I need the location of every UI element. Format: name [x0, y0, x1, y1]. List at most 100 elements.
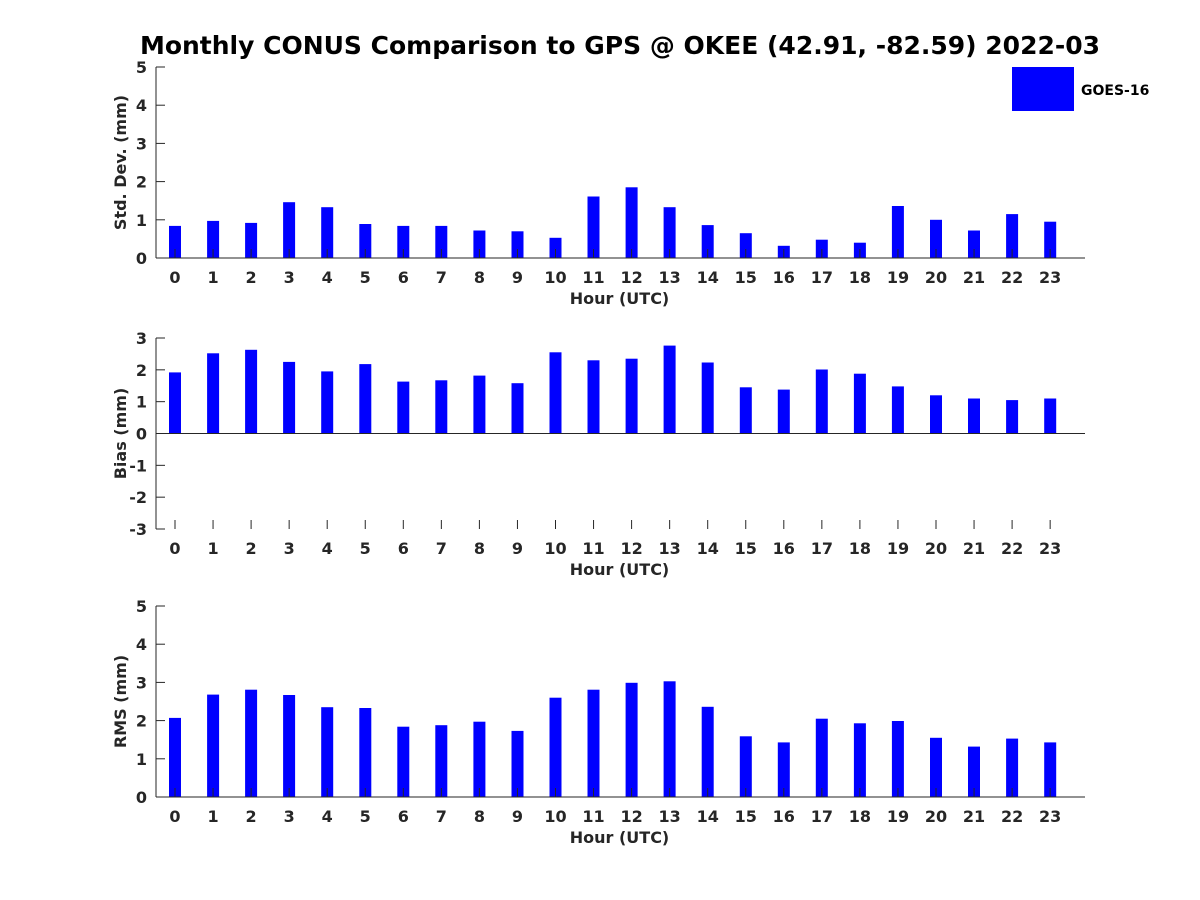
bias-x-tick-label: 21: [963, 539, 985, 558]
std-dev-x-tick-label: 8: [474, 268, 485, 287]
rms-bar: [435, 725, 448, 797]
std-dev-x-tick-label: 22: [1001, 268, 1023, 287]
bias-bar: [321, 371, 334, 434]
std-dev-bar: [283, 202, 296, 258]
rms-x-tick-label: 21: [963, 807, 985, 826]
std-dev-bar: [930, 219, 942, 258]
bias-x-tick-label: 16: [773, 539, 795, 558]
bias-y-tick-label: 3: [136, 329, 147, 348]
bias-bar: [397, 381, 410, 434]
rms-x-tick-label: 1: [207, 807, 218, 826]
std-dev-y-tick-label: 5: [136, 58, 147, 77]
rms-y-axis-label: RMS (mm): [111, 655, 130, 748]
bias-x-tick-label: 0: [169, 539, 180, 558]
bias-y-tick-label: -3: [129, 520, 147, 539]
std-dev-bar: [587, 196, 600, 258]
bias-bar: [968, 398, 980, 434]
std-dev-x-tick-label: 19: [887, 268, 909, 287]
rms-bar: [663, 681, 676, 797]
rms-bar: [473, 721, 486, 797]
bias-bar: [815, 369, 828, 434]
rms-bar: [283, 695, 296, 797]
rms-bar: [853, 723, 866, 797]
std-dev-x-tick-label: 13: [659, 268, 681, 287]
std-dev-x-tick-label: 4: [322, 268, 333, 287]
bias-y-tick-label: 1: [136, 393, 147, 412]
rms-y-tick-label: 2: [136, 712, 147, 731]
rms-bar: [359, 708, 372, 797]
std-dev-bar: [435, 225, 448, 258]
std-dev-x-tick-label: 7: [436, 268, 447, 287]
bias-x-tick-label: 4: [322, 539, 333, 558]
rms-x-tick-label: 4: [322, 807, 333, 826]
bias-bar: [549, 352, 562, 434]
rms-x-tick-label: 6: [398, 807, 409, 826]
std-dev-bar: [321, 207, 334, 258]
std-dev-y-tick-label: 0: [136, 249, 147, 268]
rms-x-tick-label: 18: [849, 807, 871, 826]
rms-bar: [1044, 742, 1057, 797]
bias-x-tick-label: 17: [811, 539, 833, 558]
bias-bar: [663, 345, 676, 434]
bias-x-tick-label: 23: [1039, 539, 1061, 558]
legend-label: GOES-16: [1081, 83, 1149, 99]
bias-bar: [1044, 398, 1057, 434]
rms-x-axis-label: Hour (UTC): [570, 828, 670, 847]
bias-x-tick-label: 2: [246, 539, 257, 558]
std-dev-x-axis-label: Hour (UTC): [570, 289, 670, 308]
bias-bar: [739, 387, 752, 434]
bias-bar: [1006, 400, 1019, 434]
bias-x-tick-label: 9: [512, 539, 523, 558]
rms-x-tick-label: 11: [582, 807, 604, 826]
std-dev-y-tick-label: 4: [136, 96, 147, 115]
rms-bar: [207, 694, 220, 797]
std-dev-x-tick-label: 11: [582, 268, 604, 287]
rms-x-tick-label: 9: [512, 807, 523, 826]
rms-bar: [625, 682, 638, 797]
rms-x-tick-label: 22: [1001, 807, 1023, 826]
rms-bar: [397, 726, 410, 797]
rms-bar: [245, 689, 258, 797]
rms-bar: [549, 697, 562, 797]
bias-x-tick-label: 5: [360, 539, 371, 558]
rms-bar: [930, 737, 942, 797]
rms-bar: [701, 706, 714, 797]
bias-y-tick-label: 2: [136, 361, 147, 380]
std-dev-x-tick-label: 3: [284, 268, 295, 287]
bias-bar: [853, 373, 866, 434]
bias-bar: [777, 389, 790, 434]
bias-bar: [891, 386, 904, 434]
std-dev-x-tick-label: 2: [246, 268, 257, 287]
rms-x-tick-label: 0: [169, 807, 180, 826]
std-dev-bar: [359, 224, 372, 258]
std-dev-y-tick-label: 2: [136, 173, 147, 192]
rms-x-tick-label: 20: [925, 807, 947, 826]
legend-swatch: [1012, 67, 1074, 111]
bias-x-tick-label: 6: [398, 539, 409, 558]
bias-y-tick-label: 0: [136, 425, 147, 444]
bias-x-tick-label: 3: [284, 539, 295, 558]
std-dev-x-tick-label: 10: [544, 268, 566, 287]
std-dev-bar: [739, 233, 752, 258]
bias-x-tick-label: 22: [1001, 539, 1023, 558]
std-dev-x-tick-label: 12: [620, 268, 642, 287]
std-dev-bar: [511, 231, 524, 258]
rms-y-tick-label: 4: [136, 635, 147, 654]
std-dev-bar: [473, 230, 486, 258]
rms-x-tick-label: 5: [360, 807, 371, 826]
bias-x-tick-label: 14: [697, 539, 719, 558]
rms-x-tick-label: 17: [811, 807, 833, 826]
std-dev-x-tick-label: 20: [925, 268, 947, 287]
rms-bar: [891, 721, 904, 797]
bias-x-tick-label: 7: [436, 539, 447, 558]
bias-bar: [511, 383, 524, 434]
rms-x-tick-label: 16: [773, 807, 795, 826]
std-dev-bar: [207, 220, 220, 258]
bias-y-axis-label: Bias (mm): [111, 388, 130, 480]
std-dev-x-tick-label: 23: [1039, 268, 1061, 287]
rms-x-tick-label: 8: [474, 807, 485, 826]
bias-x-tick-label: 19: [887, 539, 909, 558]
std-dev-x-tick-label: 14: [697, 268, 719, 287]
bias-bar: [930, 395, 942, 434]
